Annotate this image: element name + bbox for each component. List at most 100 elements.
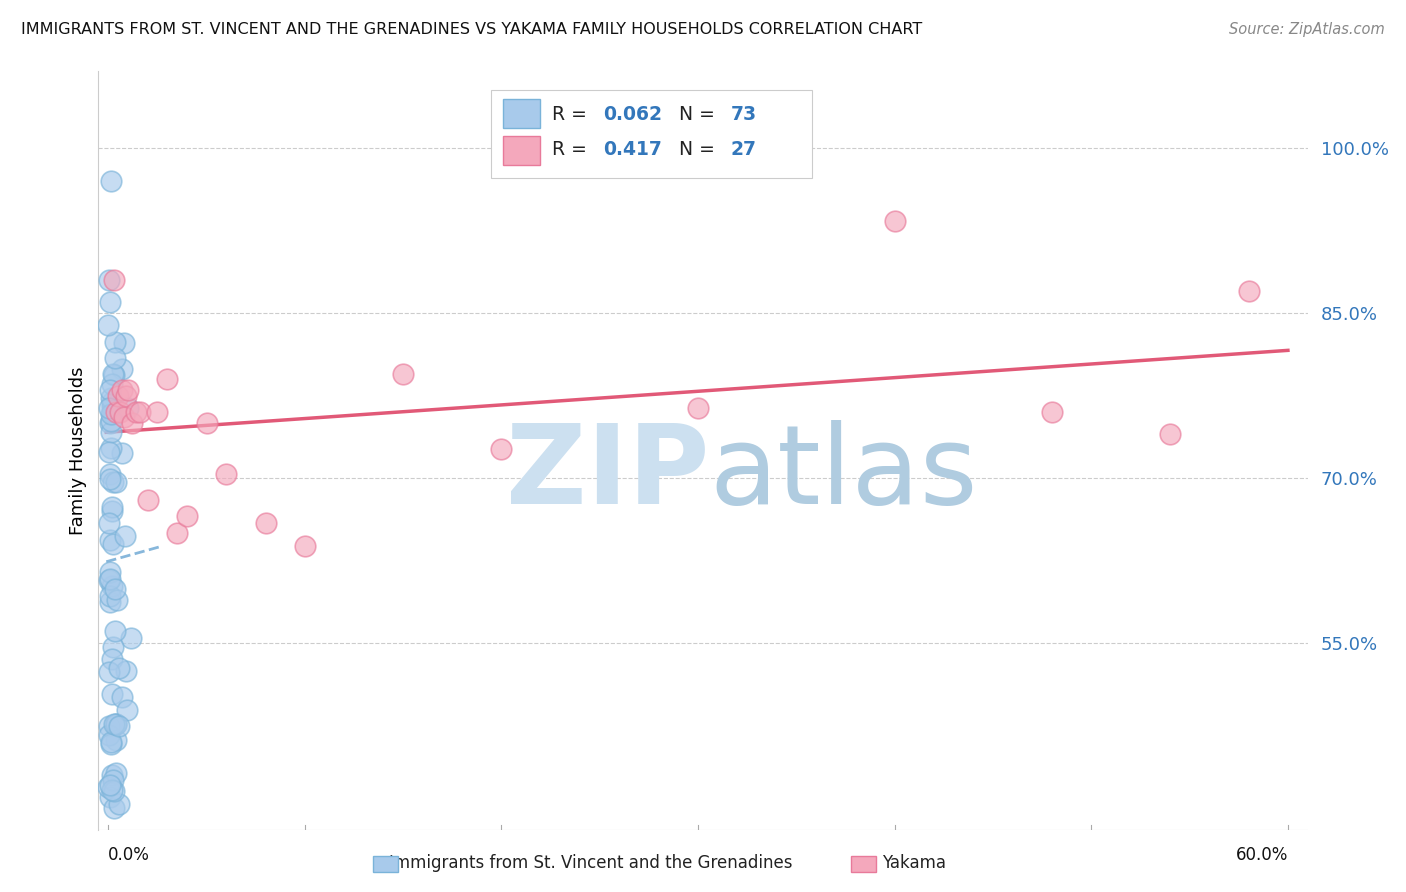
Text: 0.0%: 0.0% — [108, 846, 150, 864]
Point — [97, 719, 120, 733]
Text: Source: ZipAtlas.com: Source: ZipAtlas.com — [1229, 22, 1385, 37]
Point — [101, 475, 124, 489]
Point — [101, 407, 124, 421]
Point — [100, 441, 122, 455]
Point — [114, 529, 136, 543]
Point — [101, 399, 124, 413]
Point — [115, 664, 138, 678]
Point — [105, 592, 128, 607]
Text: 60.0%: 60.0% — [1236, 846, 1288, 864]
Point — [100, 779, 122, 793]
Point — [111, 446, 134, 460]
Point — [105, 405, 128, 419]
Point — [108, 797, 131, 811]
Point — [100, 737, 122, 751]
Point — [125, 405, 148, 419]
Point — [100, 414, 122, 428]
Text: N =: N = — [679, 105, 721, 124]
Point — [101, 504, 124, 518]
Point — [100, 425, 122, 439]
Point — [121, 416, 143, 430]
Point — [101, 394, 124, 409]
Point — [103, 784, 125, 798]
Point — [111, 690, 134, 704]
Point — [101, 405, 124, 419]
Point — [104, 624, 127, 638]
Point — [104, 582, 127, 597]
Point — [100, 391, 122, 405]
Point — [254, 516, 277, 530]
Point — [105, 716, 128, 731]
Point — [104, 717, 127, 731]
Point — [101, 500, 124, 514]
Point — [215, 467, 238, 481]
Point — [103, 717, 125, 731]
Point — [1237, 284, 1260, 298]
Point — [101, 640, 124, 655]
FancyBboxPatch shape — [503, 136, 540, 165]
Text: 73: 73 — [731, 105, 756, 124]
Point — [98, 467, 121, 481]
Text: N =: N = — [679, 140, 721, 159]
Point — [98, 589, 121, 603]
Point — [97, 665, 120, 679]
Point — [120, 631, 142, 645]
Point — [104, 732, 127, 747]
Y-axis label: Family Households: Family Households — [69, 367, 87, 534]
Point — [101, 579, 124, 593]
Point — [294, 539, 316, 553]
Point — [100, 383, 122, 397]
Point — [101, 783, 124, 797]
Point — [101, 652, 124, 666]
Point — [101, 767, 124, 781]
Point — [98, 789, 121, 804]
Point — [108, 661, 131, 675]
Point — [103, 334, 125, 349]
Text: ZIP: ZIP — [506, 420, 709, 526]
Point — [112, 410, 135, 425]
Point — [101, 537, 124, 551]
Point — [688, 401, 710, 415]
Point — [100, 174, 122, 188]
Point — [107, 388, 129, 402]
Point — [195, 416, 218, 430]
Point — [101, 687, 124, 701]
Point — [883, 214, 905, 228]
Text: R =: R = — [551, 140, 593, 159]
Point — [103, 368, 125, 382]
Point — [111, 361, 134, 376]
Point — [105, 766, 128, 780]
Point — [108, 405, 131, 419]
Point — [1040, 405, 1063, 419]
Point — [98, 728, 121, 742]
Point — [97, 780, 120, 795]
Point — [491, 442, 513, 457]
Point — [98, 533, 121, 547]
Point — [392, 367, 415, 381]
FancyBboxPatch shape — [503, 99, 540, 128]
Point — [117, 383, 139, 397]
Text: 0.417: 0.417 — [603, 140, 661, 159]
Point — [104, 351, 127, 365]
Point — [98, 472, 121, 486]
Point — [156, 372, 179, 386]
Point — [115, 703, 138, 717]
Point — [136, 492, 159, 507]
Point — [98, 566, 121, 580]
Point — [97, 318, 120, 333]
Point — [101, 367, 124, 381]
Point — [111, 383, 134, 397]
Point — [103, 773, 125, 788]
Point — [104, 475, 127, 489]
Point — [103, 800, 125, 814]
Point — [98, 416, 121, 430]
Text: R =: R = — [551, 105, 593, 124]
Text: Yakama: Yakama — [882, 855, 946, 872]
Point — [98, 295, 121, 310]
Point — [100, 735, 122, 749]
Point — [98, 595, 121, 609]
Point — [98, 401, 121, 416]
Point — [112, 336, 135, 351]
Text: 0.062: 0.062 — [603, 105, 662, 124]
Point — [100, 572, 122, 586]
